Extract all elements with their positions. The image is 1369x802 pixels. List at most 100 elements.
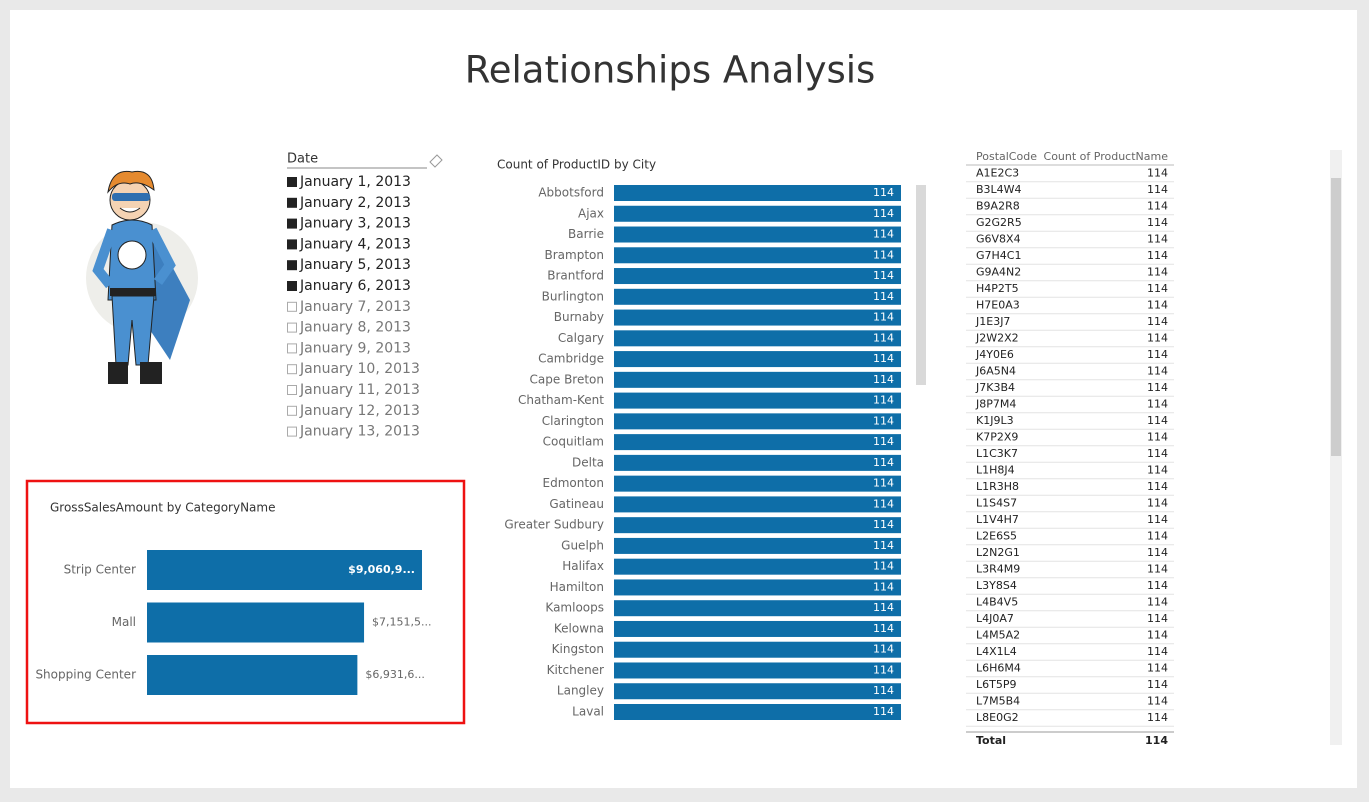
cell: L1S4S7 <box>976 497 1017 510</box>
slicer-checkbox[interactable] <box>287 343 297 354</box>
slicer-checkbox[interactable] <box>287 322 297 333</box>
slicer-checkbox[interactable] <box>287 197 297 208</box>
bar[interactable] <box>147 550 422 590</box>
slicer-item[interactable]: January 4, 2013 <box>299 236 411 252</box>
cell: L8E0G2 <box>976 711 1019 724</box>
cell: 114 <box>1147 563 1168 576</box>
slicer-checkbox[interactable] <box>287 426 297 437</box>
cell: A1E2C3 <box>976 167 1019 180</box>
bar[interactable] <box>614 330 901 347</box>
cell: L1R3H8 <box>976 480 1019 493</box>
bar[interactable] <box>614 704 901 720</box>
bar[interactable] <box>614 288 901 305</box>
slicer-checkbox[interactable] <box>287 177 297 187</box>
cell: B9A2R8 <box>976 200 1020 213</box>
bar[interactable] <box>614 185 901 201</box>
bar[interactable] <box>614 413 901 430</box>
scroll-thumb[interactable] <box>1331 178 1341 456</box>
bar[interactable] <box>614 351 901 368</box>
slicer-item[interactable]: January 13, 2013 <box>299 424 420 440</box>
slicer-item[interactable]: January 11, 2013 <box>299 382 420 398</box>
bar[interactable] <box>614 683 901 700</box>
bar[interactable] <box>614 309 901 326</box>
clear-filter[interactable] <box>429 154 443 168</box>
cell: L2N2G1 <box>976 546 1020 559</box>
bar[interactable] <box>614 434 901 451</box>
data-label: 114 <box>873 601 894 614</box>
cell: 114 <box>1147 464 1168 477</box>
category-label: Guelph <box>561 538 604 552</box>
cell: 114 <box>1147 480 1168 493</box>
bar[interactable] <box>614 600 901 617</box>
cell: 114 <box>1147 645 1168 658</box>
category-label: Shopping Center <box>35 668 136 682</box>
data-label: 114 <box>873 186 894 199</box>
bar[interactable] <box>614 247 901 264</box>
mascot-boot <box>108 362 128 384</box>
eraser-icon[interactable] <box>429 154 443 168</box>
slicer-checkbox[interactable] <box>287 218 297 229</box>
mascot-belt <box>110 288 156 296</box>
bar[interactable] <box>614 641 901 658</box>
bar[interactable] <box>614 475 901 492</box>
bar[interactable] <box>614 454 901 471</box>
category-label: Ajax <box>578 206 604 220</box>
bar[interactable] <box>147 602 365 643</box>
bar[interactable] <box>614 517 901 534</box>
cell: 114 <box>1147 414 1168 427</box>
bar[interactable] <box>614 537 901 554</box>
data-label: 114 <box>873 290 894 303</box>
data-label: 114 <box>873 663 894 676</box>
slicer-item[interactable]: January 5, 2013 <box>299 257 411 273</box>
cell: L1V4H7 <box>976 513 1019 526</box>
slicer-checkbox[interactable] <box>287 260 297 271</box>
cell: K1J9L3 <box>976 414 1014 427</box>
data-label: 114 <box>873 456 894 469</box>
cell: L3Y8S4 <box>976 579 1017 592</box>
slicer-item[interactable]: January 10, 2013 <box>299 361 420 377</box>
slicer-item[interactable]: January 8, 2013 <box>299 320 411 336</box>
slicer-item[interactable]: January 12, 2013 <box>299 403 420 419</box>
slicer-item[interactable]: January 6, 2013 <box>299 278 411 294</box>
cell: L6H6M4 <box>976 662 1021 675</box>
bar[interactable] <box>614 579 901 596</box>
slicer-checkbox[interactable] <box>287 239 297 250</box>
bar[interactable] <box>614 205 901 222</box>
category-label: Cambridge <box>538 352 604 366</box>
cell: J6A5N4 <box>975 365 1016 378</box>
slicer-item[interactable]: January 2, 2013 <box>299 195 411 211</box>
slicer-item[interactable]: January 1, 2013 <box>299 174 411 190</box>
bar[interactable] <box>614 371 901 388</box>
slicer-checkbox[interactable] <box>287 281 297 291</box>
cell: 114 <box>1147 497 1168 510</box>
chart-title: GrossSalesAmount by CategoryName <box>50 501 275 515</box>
slicer-item[interactable]: January 9, 2013 <box>299 340 411 356</box>
bar[interactable] <box>614 620 901 637</box>
bar[interactable] <box>614 558 901 575</box>
slicer-checkbox[interactable] <box>287 385 297 395</box>
cell: 114 <box>1147 431 1168 444</box>
slicer-item[interactable]: January 3, 2013 <box>299 216 411 232</box>
cell: L6T5P9 <box>976 678 1016 691</box>
data-label: 114 <box>873 373 894 386</box>
bar[interactable] <box>614 496 901 513</box>
bar[interactable] <box>147 655 358 695</box>
column-header: Count of ProductName <box>1044 150 1169 163</box>
bar[interactable] <box>614 392 901 409</box>
bar[interactable] <box>614 662 901 679</box>
bar[interactable] <box>614 226 901 243</box>
category-label: Strip Center <box>64 563 136 577</box>
cell: 114 <box>1147 332 1168 345</box>
slicer-checkbox[interactable] <box>287 405 297 416</box>
bar[interactable] <box>614 268 901 285</box>
slicer-checkbox[interactable] <box>287 364 297 375</box>
chart-scrollbar[interactable] <box>916 185 926 385</box>
mascot <box>86 170 198 384</box>
cell: 114 <box>1147 629 1168 642</box>
cell: 114 <box>1147 249 1168 262</box>
mascot-logo <box>117 240 147 270</box>
mascot-hair <box>107 170 155 194</box>
slicer-item[interactable]: January 7, 2013 <box>299 299 411 315</box>
slicer-checkbox[interactable] <box>287 301 297 312</box>
